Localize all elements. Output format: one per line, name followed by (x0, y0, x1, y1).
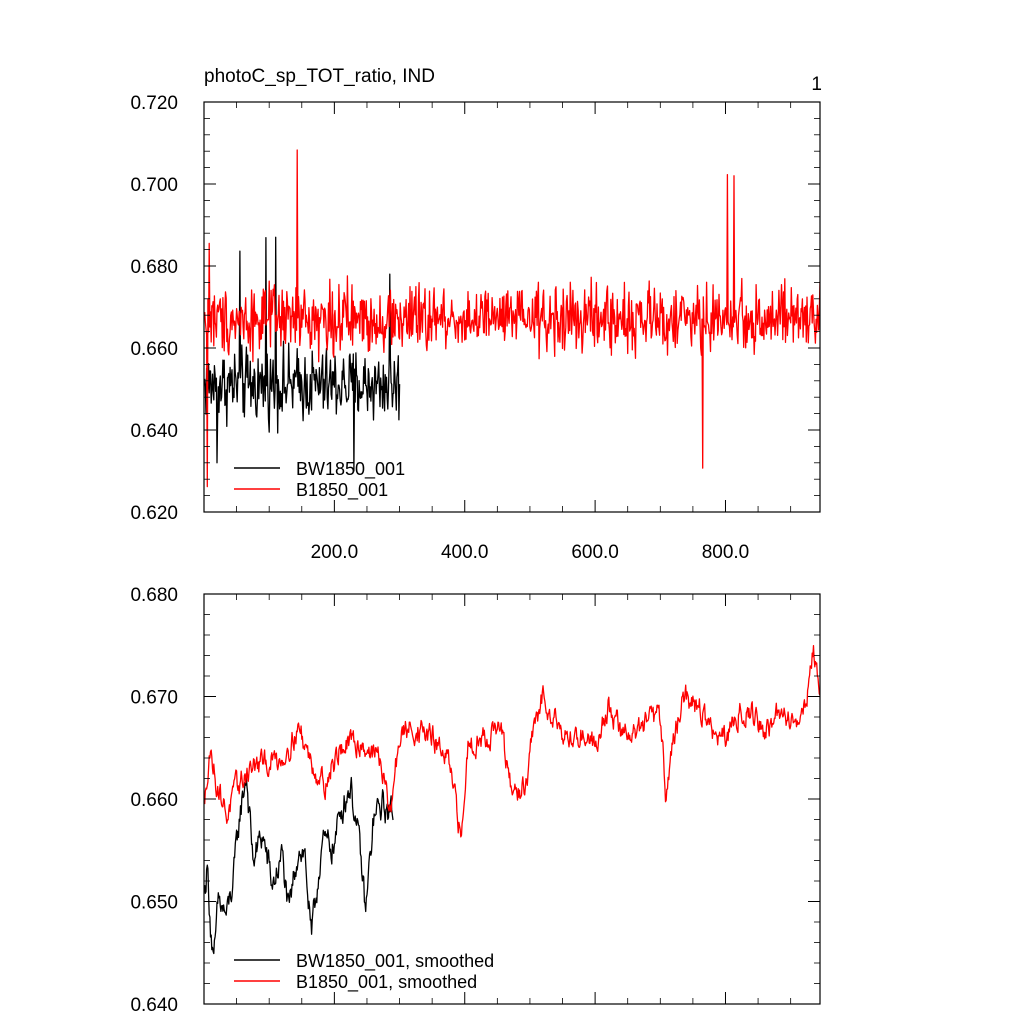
bottom-ytick-label: 0.680 (130, 585, 178, 606)
top-xtick-label: 600.0 (571, 542, 619, 563)
bottom-legend-label-2: B1850_001, smoothed (296, 972, 477, 993)
top-ytick-label: 0.660 (130, 339, 178, 360)
top-ytick-label: 0.620 (130, 503, 178, 524)
bottom-ytick-label: 0.640 (130, 995, 178, 1016)
top-ytick-label: 0.640 (130, 421, 178, 442)
top-xtick-label: 400.0 (441, 542, 489, 563)
top-ytick-label: 0.680 (130, 257, 178, 278)
bottom-series-line-1 (204, 776, 394, 955)
bottom-axes: 0.640 0.650 0.660 0.670 0.680 (130, 585, 820, 1016)
top-plot-lines (204, 149, 820, 488)
top-axes: 0.620 0.640 0.660 0.680 0.700 0.720 200.0 400.0… (130, 93, 820, 563)
bottom-ytick-label: 0.660 (130, 790, 178, 811)
top-legend-label-1: BW1850_001 (296, 459, 405, 480)
bottom-ytick-label: 0.650 (130, 893, 178, 914)
bottom-plot-lines (204, 644, 820, 955)
top-legend-label-2: B1850_001 (296, 480, 388, 501)
bottom-legend-label-1: BW1850_001, smoothed (296, 951, 494, 972)
bottom-series-line-2 (204, 644, 820, 838)
top-series-line-2 (204, 149, 820, 488)
top-ytick-label: 0.700 (130, 175, 178, 196)
bottom-plot-frame (203, 593, 821, 1005)
top-xtick-label: 800.0 (702, 542, 750, 563)
top-ytick-label: 0.720 (130, 93, 178, 114)
chart-title: photoC_sp_TOT_ratio, IND (204, 66, 435, 87)
top-xtick-label: 200.0 (311, 542, 359, 563)
top-panel: 0.620 0.640 0.660 0.680 0.700 0.720 200.0 400.0… (130, 93, 821, 563)
bottom-panel: 0.640 0.650 0.660 0.670 0.680 BW1850_001, sm… (130, 585, 821, 1016)
bottom-ytick-label: 0.670 (130, 688, 178, 709)
top-series-line-1 (204, 236, 401, 472)
top-plot-frame (203, 101, 821, 513)
panel-number: 1 (811, 74, 822, 95)
